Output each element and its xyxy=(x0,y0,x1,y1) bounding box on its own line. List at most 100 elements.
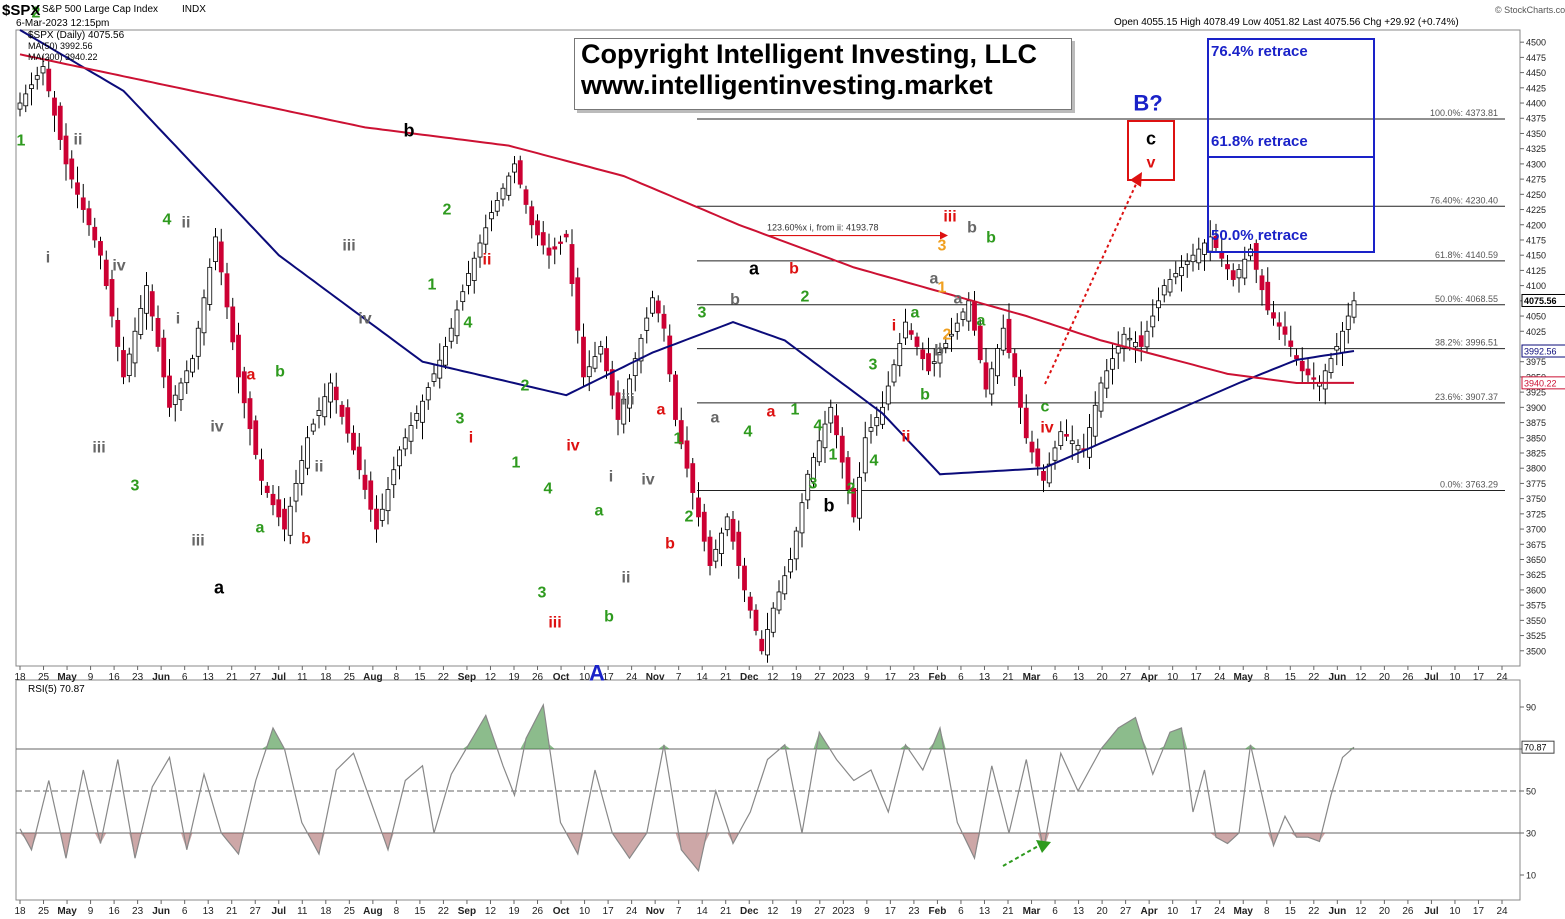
wave-label: b xyxy=(404,120,415,140)
candle-body xyxy=(851,488,857,518)
rsi-x-tick-label: 19 xyxy=(508,906,520,917)
rsi-x-tick-label: Nov xyxy=(646,906,665,917)
candle-body xyxy=(632,358,638,377)
candle-body xyxy=(368,480,374,510)
wave-label: iv xyxy=(1040,420,1053,437)
ohlc-readout: Open 4055.15 High 4078.49 Low 4051.82 La… xyxy=(1114,17,1459,28)
price-y-tick-label: 3850 xyxy=(1526,433,1546,443)
price-x-tick-label: 27 xyxy=(1120,672,1132,683)
candle-body xyxy=(1029,441,1035,453)
candle-body xyxy=(339,404,345,417)
candle-body xyxy=(1138,335,1144,347)
price-x-tick-label: Jun xyxy=(152,672,170,683)
candle-body xyxy=(1340,330,1345,353)
candle-body xyxy=(115,319,121,347)
legend-ma200: MA(200) 3940.22 xyxy=(28,52,98,62)
wave-label: iii xyxy=(191,533,204,550)
wave-label: a xyxy=(595,503,604,520)
candle-body xyxy=(1087,427,1092,458)
candle-body xyxy=(1006,318,1012,353)
rsi-x-tick-label: 18 xyxy=(14,906,26,917)
price-y-tick-label: 4125 xyxy=(1526,266,1546,276)
candle-body xyxy=(914,336,920,347)
candle-body xyxy=(460,291,466,303)
price-x-tick-label: 17 xyxy=(603,672,615,683)
candle-body xyxy=(673,374,678,420)
wave-label: c xyxy=(1146,128,1156,148)
rsi-x-tick-label: 15 xyxy=(1285,906,1297,917)
price-x-tick-label: 18 xyxy=(14,672,26,683)
candle-body xyxy=(1098,382,1104,412)
candle-body xyxy=(920,349,926,360)
price-y-tick-label: 4425 xyxy=(1526,83,1546,93)
candle-body xyxy=(1173,273,1179,278)
candle-body xyxy=(167,375,172,408)
wave-label: a xyxy=(749,258,760,278)
rsi-x-tick-label: 6 xyxy=(1052,906,1058,917)
candle-body xyxy=(782,575,788,595)
price-y-tick-label: 3975 xyxy=(1526,357,1546,367)
rsi-x-tick-label: Jul xyxy=(1424,906,1439,917)
wave-label: ii xyxy=(622,570,631,587)
price-x-tick-label: 20 xyxy=(1097,672,1109,683)
rsi-x-tick-label: 20 xyxy=(1097,906,1109,917)
rsi-x-tick-label: 18 xyxy=(320,906,332,917)
candle-body xyxy=(834,415,839,436)
rsi-x-tick-label: 17 xyxy=(1191,906,1203,917)
price-x-tick-label: Oct xyxy=(553,672,570,683)
wave-label: i xyxy=(176,311,180,328)
candle-body xyxy=(885,385,891,405)
candle-body xyxy=(523,189,529,205)
candle-body xyxy=(1012,353,1018,378)
candle-body xyxy=(1299,360,1305,372)
price-y-tick-label: 4475 xyxy=(1526,53,1546,63)
candle-body xyxy=(1115,346,1121,354)
candle-body xyxy=(811,457,816,483)
candle-body xyxy=(443,346,448,366)
wave-label: b xyxy=(604,609,614,626)
rsi-x-tick-label: 26 xyxy=(1402,906,1414,917)
candle-body xyxy=(63,135,69,165)
wave-label: b xyxy=(920,387,930,404)
candle-body xyxy=(558,241,563,244)
rsi-plot-frame xyxy=(15,679,1521,901)
candle-body xyxy=(638,337,644,362)
candle-body xyxy=(207,266,213,305)
rsi-x-tick-label: 10 xyxy=(1449,906,1461,917)
rsi-x-tick-label: May xyxy=(57,906,77,917)
candle-body xyxy=(213,236,218,263)
rsi-x-tick-label: 23 xyxy=(908,906,920,917)
price-x-tick-label: 12 xyxy=(767,672,779,683)
wave-label: a xyxy=(711,410,720,427)
price-x-tick-label: Aug xyxy=(363,672,382,683)
price-x-tick-label: 21 xyxy=(226,672,238,683)
candle-body xyxy=(356,446,362,471)
wave-label: a xyxy=(214,577,225,597)
candle-body xyxy=(109,279,115,317)
legend-price: $SPX (Daily) 4075.56 xyxy=(28,30,125,41)
candles xyxy=(17,55,1357,663)
price-x-tick-label: 15 xyxy=(1285,672,1297,683)
candle-body xyxy=(264,485,270,493)
rsi-y-tick-label: 30 xyxy=(1526,829,1536,839)
candle-body xyxy=(270,493,276,506)
candle-body xyxy=(753,609,759,631)
rsi-x-tick-label: 16 xyxy=(109,906,121,917)
wave-label: 2 xyxy=(801,289,810,306)
candle-body xyxy=(1092,404,1098,437)
price-y-tick-label: 4225 xyxy=(1526,205,1546,215)
wave-label: a xyxy=(977,313,986,330)
wave-label: iv xyxy=(641,472,654,489)
price-flag-label: 4075.56 xyxy=(1524,296,1557,306)
rsi-x-tick-label: 19 xyxy=(791,906,803,917)
candle-body xyxy=(282,508,287,530)
price-x-tick-label: 26 xyxy=(1402,672,1414,683)
price-y-tick-label: 3775 xyxy=(1526,479,1546,489)
candle-body xyxy=(667,335,673,375)
symbol-title: $SPX xyxy=(2,2,40,19)
candle-body xyxy=(1225,264,1230,270)
price-x-tick-label: 22 xyxy=(1308,672,1320,683)
candle-body xyxy=(1058,431,1064,446)
wave-label: 1 xyxy=(938,280,947,297)
candle-body xyxy=(719,532,724,554)
